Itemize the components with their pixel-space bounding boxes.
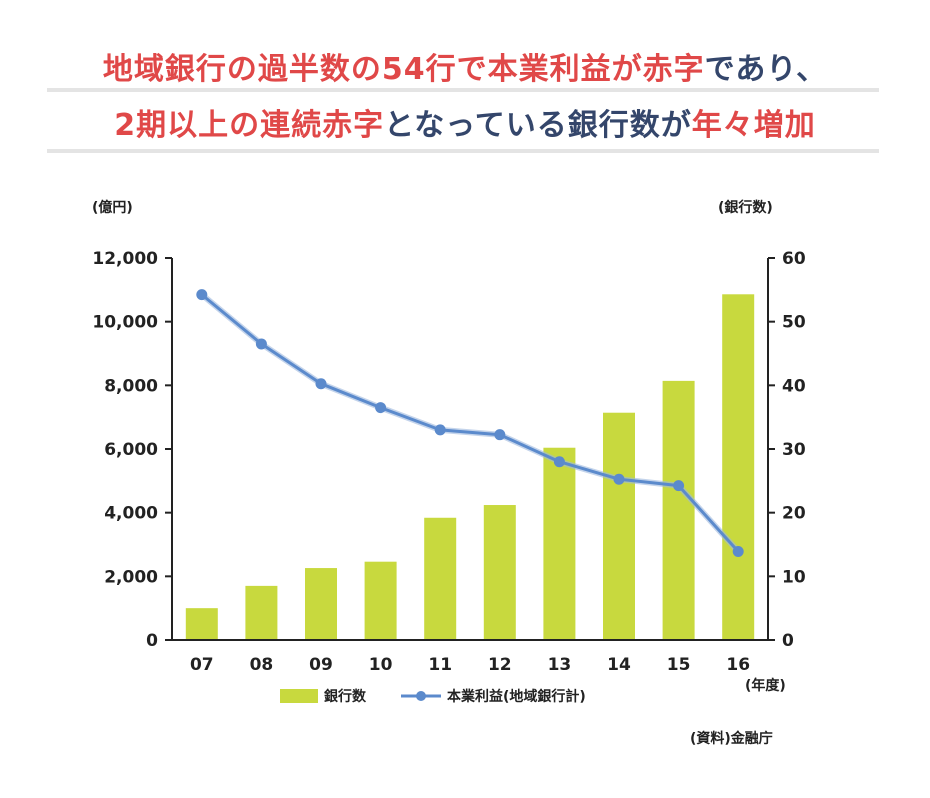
headline-line-1-part-1: 地域銀行の過半数の54行で本業利益が赤字 [102,52,705,87]
headline-line-1-part-2: であり、 [704,52,828,87]
profit-point-07 [196,289,208,301]
profit-point-11 [434,424,446,436]
left-tick-label: 2,000 [104,567,158,587]
bar-07 [185,608,218,640]
headline-line-2: 2期以上の連続赤字となっている銀行数が年々増加 [0,100,930,144]
legend-line-marker [416,691,426,701]
bar-15 [662,380,695,640]
bar-13 [543,447,576,640]
line-shadow [199,292,741,554]
bar-10 [364,561,397,640]
legend-bar-label: 銀行数 [324,688,367,705]
profit-line [200,293,740,553]
right-tick-label: 30 [782,440,806,460]
x-tick-label: 14 [607,655,631,675]
x-tick-label: 08 [250,655,274,675]
left-tick-label: 12,000 [92,249,158,269]
axes [165,257,775,641]
source-note: (資料)金融庁 [690,730,773,747]
right-tick-label: 20 [782,504,806,524]
legend: 銀行数 本業利益(地域銀行計) [280,688,586,705]
profit-point-08 [255,338,267,350]
profit-point-13 [553,456,565,468]
profit-point-10 [375,402,387,414]
bar-series [185,294,755,640]
headline-divider-2 [47,149,879,153]
right-axis-unit: (銀行数) [718,199,773,216]
right-tick-label: 60 [782,249,806,269]
line-series [196,289,744,558]
headline-line-2-part-3: 年々増加 [691,108,816,143]
legend-bar-swatch [280,689,318,703]
x-tick-label: 09 [309,655,333,675]
left-tick-label: 6,000 [104,440,158,460]
left-tick-label: 0 [146,631,158,651]
profit-point-15 [673,480,685,492]
headline-line-2-part-2: となっている銀行数が [384,108,692,143]
right-tick-label: 0 [782,631,794,651]
right-tick-label: 50 [782,313,806,333]
left-tick-label: 10,000 [92,313,158,333]
x-tick-label: 10 [369,655,393,675]
x-tick-label: 11 [428,655,452,675]
x-tick-label: 07 [190,655,214,675]
bar-16 [722,294,755,640]
headline-line-2-part-1: 2期以上の連続赤字 [114,108,385,143]
x-tick-label: 13 [548,655,572,675]
bar-12 [483,505,516,640]
x-tick-label: 16 [726,655,750,675]
right-tick-label: 40 [782,376,806,396]
right-tick-label: 10 [782,567,806,587]
x-tick-label: 15 [667,655,691,675]
x-tick-label: 12 [488,655,512,675]
bar-14 [603,412,635,640]
left-tick-label: 4,000 [104,504,158,524]
headline-line-1: 地域銀行の過半数の54行で本業利益が赤字であり、 [0,44,930,88]
headline-divider-1 [47,88,879,92]
left-tick-label: 8,000 [104,376,158,396]
bar-09 [305,568,337,640]
bar-08 [245,585,278,640]
x-axis-unit: (年度) [745,677,786,694]
bar-11 [424,517,457,640]
left-axis-unit: (億円) [92,199,133,216]
profit-point-09 [315,378,327,390]
profit-point-12 [494,429,506,441]
profit-point-14 [613,473,625,485]
legend-line-label: 本業利益(地域銀行計) [447,688,586,705]
profit-point-16 [732,546,744,558]
tick-labels: 0 2,000 4,000 6,000 8,000 10,000 12,000 0 10 20 30… [92,249,805,675]
